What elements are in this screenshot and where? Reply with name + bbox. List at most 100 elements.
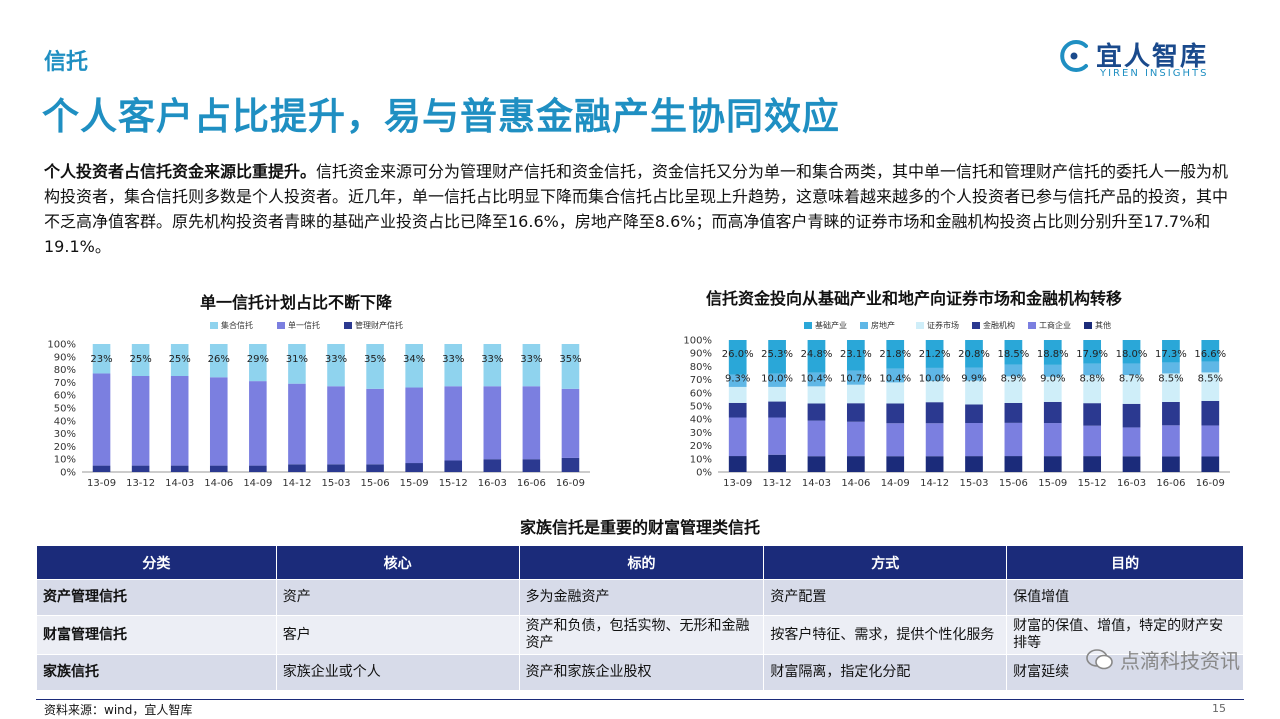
legend-swatch <box>972 322 980 329</box>
bar-segment <box>1162 401 1180 426</box>
bar-segment <box>170 376 189 466</box>
bar-segment <box>1043 376 1062 402</box>
bar-segment <box>1043 456 1062 472</box>
bar-segment <box>405 387 423 464</box>
data-label: 9.9% <box>961 374 986 385</box>
logo-mark-icon <box>1060 40 1088 72</box>
bar-segment <box>965 380 983 405</box>
data-label: 8.5% <box>1158 374 1183 385</box>
bar-segment <box>1201 340 1220 362</box>
table-header-row: 分类 核心 标的 方式 目的 <box>36 545 1244 580</box>
data-label: 21.8% <box>879 349 911 360</box>
x-tick-label: 13-09 <box>723 478 752 489</box>
source-note: 资料来源：wind，宜人智库 <box>44 703 193 717</box>
legend-swatch <box>210 322 218 329</box>
bar-segment <box>1122 363 1141 375</box>
table-cell: 资产和家族企业股权 <box>518 654 765 691</box>
bar-segment <box>1201 372 1220 401</box>
bar-segment <box>249 381 267 466</box>
y-tick-label: 40% <box>54 416 76 427</box>
bar-segment <box>92 373 111 466</box>
data-label: 23.1% <box>840 349 872 360</box>
bar-segment <box>1122 427 1141 457</box>
data-label: 17.9% <box>1076 349 1108 360</box>
data-label: 33% <box>442 354 464 365</box>
y-tick-label: 20% <box>690 441 712 452</box>
bar-segment <box>1083 403 1102 426</box>
bar-segment <box>1201 361 1220 373</box>
bar-segment <box>1043 364 1062 377</box>
bar-segment <box>925 423 944 457</box>
bar-segment <box>170 465 189 472</box>
bar-segment <box>965 404 983 424</box>
bar-segment <box>846 403 865 422</box>
bar-segment <box>925 381 944 403</box>
x-tick-label: 14-09 <box>881 478 910 489</box>
bar-segment <box>807 340 826 373</box>
y-tick-label: 60% <box>690 388 712 399</box>
y-tick-label: 40% <box>690 415 712 426</box>
bar-segment <box>209 377 228 466</box>
table-cell: 财富隔离，指定化分配 <box>763 654 1008 691</box>
x-tick-label: 15-09 <box>1038 478 1067 489</box>
table-cell: 资产配置 <box>763 579 1008 616</box>
data-label: 23% <box>90 354 112 365</box>
table-cell: 资产 <box>275 579 520 616</box>
bar-segment <box>1162 373 1180 402</box>
bar-segment <box>925 402 944 424</box>
x-tick-label: 15-06 <box>361 478 390 489</box>
chart2-title: 信托资金投向从基础产业和地产向证券市场和金融机构转移 <box>706 289 1123 308</box>
data-label: 9.0% <box>1040 374 1065 385</box>
data-label: 25% <box>129 354 151 365</box>
bar-segment <box>728 417 747 457</box>
bar-segment <box>1083 363 1102 376</box>
bar-segment <box>483 344 502 387</box>
table-cell: 客户 <box>275 615 520 655</box>
bar-segment <box>1162 362 1180 374</box>
bar-segment <box>92 344 111 374</box>
bar-segment <box>886 423 905 457</box>
bar-segment <box>768 386 786 402</box>
y-tick-label: 80% <box>54 365 76 376</box>
bar-segment <box>170 344 189 376</box>
bar-segment <box>846 456 865 472</box>
data-label: 17.3% <box>1155 349 1187 360</box>
data-label: 18.0% <box>1116 349 1148 360</box>
data-label: 16.6% <box>1194 349 1226 360</box>
bar-segment <box>728 456 747 472</box>
x-tick-label: 15-12 <box>1078 478 1107 489</box>
bar-segment <box>405 463 423 472</box>
bar-segment <box>366 464 384 472</box>
legend-swatch <box>860 322 868 329</box>
x-tick-label: 14-03 <box>165 478 194 489</box>
x-tick-label: 15-06 <box>999 478 1028 489</box>
data-label: 33% <box>325 354 347 365</box>
x-tick-label: 16-09 <box>1196 478 1225 489</box>
table-row: 财富管理信托 客户 资产和负债，包括实物、无形和金融资产 按客户特征、需求，提供… <box>36 615 1244 655</box>
x-tick-label: 13-12 <box>763 478 792 489</box>
bar-segment <box>131 376 150 466</box>
bar-segment <box>327 464 345 472</box>
data-label: 10.0% <box>919 374 951 385</box>
logo: 宜人智库 YIREN INSIGHTS <box>1056 36 1246 86</box>
x-tick-label: 16-06 <box>517 478 546 489</box>
y-tick-label: 20% <box>54 442 76 453</box>
data-label: 25.3% <box>761 349 793 360</box>
y-tick-label: 50% <box>54 404 76 415</box>
bar-segment <box>728 402 747 418</box>
x-tick-label: 14-12 <box>920 478 949 489</box>
data-label: 35% <box>364 354 386 365</box>
legend-label: 证券市场 <box>927 320 959 330</box>
legend-label: 房地产 <box>871 320 895 330</box>
bar-segment <box>1083 456 1102 472</box>
bar-segment <box>209 465 228 472</box>
bar-segment <box>846 340 865 371</box>
intro-paragraph: 个人投资者占信托资金来源比重提升。信托资金来源可分为管理财产信托和资金信托，资金… <box>44 159 1240 259</box>
x-tick-label: 14-06 <box>841 478 870 489</box>
legend-swatch <box>1028 322 1036 329</box>
x-tick-label: 16-06 <box>1156 478 1185 489</box>
info-table: 分类 核心 标的 方式 目的 资产管理信托 资产 多为金融资产 资产配置 保值增… <box>36 545 1244 691</box>
bar-segment <box>1004 364 1023 377</box>
data-label: 29% <box>247 354 269 365</box>
y-tick-label: 90% <box>690 349 712 360</box>
